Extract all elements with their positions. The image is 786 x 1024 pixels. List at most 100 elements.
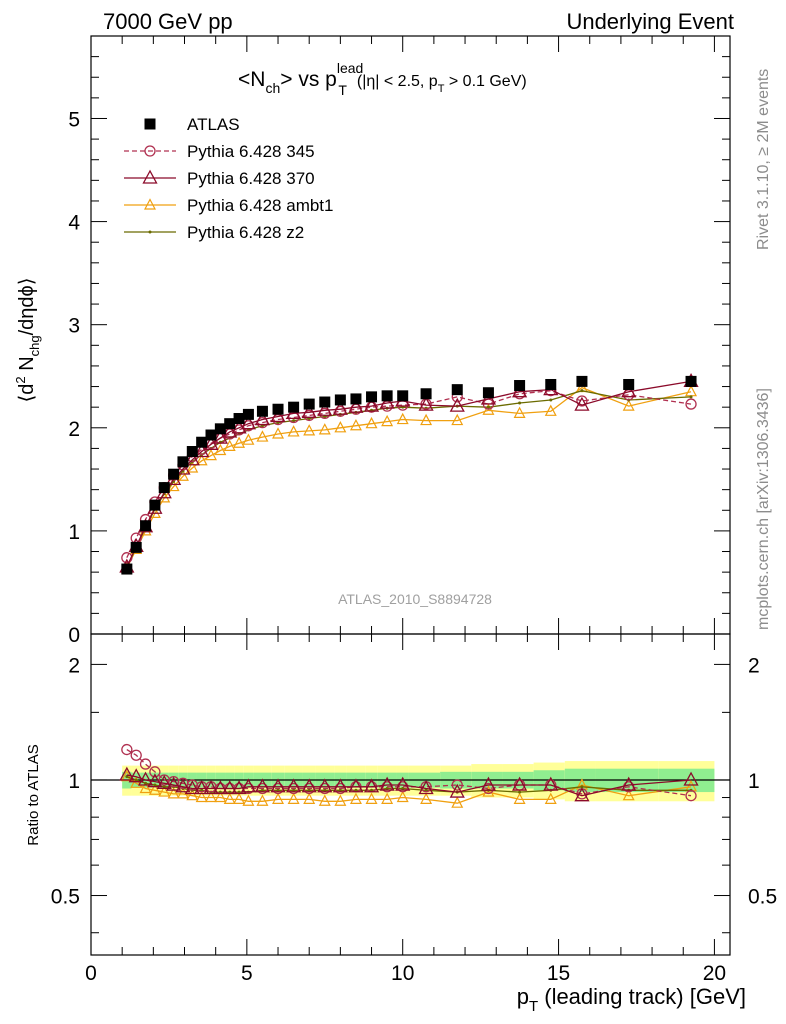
point-atlas — [366, 391, 378, 403]
ratio-point-p370 — [512, 776, 528, 791]
point-ambt1 — [303, 424, 316, 436]
point-atlas — [242, 408, 254, 420]
ratio-point-p370 — [166, 776, 182, 791]
point-atlas — [177, 456, 189, 468]
point-ambt1 — [544, 404, 557, 416]
legend-label-atlas: ATLAS — [187, 115, 240, 134]
point-ambt1 — [365, 416, 378, 429]
ratio-point-ambt1 — [148, 783, 161, 795]
ratio-point-ambt1 — [167, 787, 180, 799]
ratio-point-p370 — [254, 778, 271, 793]
point-p370 — [254, 411, 271, 426]
point-p370 — [194, 443, 210, 458]
point-ambt1 — [685, 384, 698, 397]
point-ambt1 — [287, 425, 300, 437]
ratio-point-z2 — [401, 787, 405, 791]
point-atlas — [451, 384, 463, 396]
ratio-point-p370 — [119, 766, 135, 781]
legend-marker-z2 — [148, 230, 152, 234]
ratio-point-p370 — [621, 776, 637, 791]
y-tick-label-ratio: 1 — [68, 770, 80, 793]
title-cut-b: > 0.1 GeV) — [444, 73, 526, 90]
ratio-point-ambt1 — [318, 794, 331, 806]
ratio-point-ambt1 — [205, 790, 218, 803]
point-ambt1 — [622, 399, 635, 411]
title-sup2: lead — [337, 60, 363, 76]
legend-label-p345: Pythia 6.428 345 — [187, 142, 315, 161]
ratio-point-z2 — [260, 788, 264, 792]
ratio-point-p345 — [130, 749, 142, 761]
point-p370 — [184, 451, 200, 466]
ratio-point-p370 — [184, 780, 200, 795]
point-p370 — [348, 398, 364, 413]
ratio-point-p370 — [212, 780, 228, 795]
y-tick-label-main: 0 — [68, 624, 80, 647]
point-ambt1 — [186, 461, 199, 473]
series-p345 — [121, 385, 697, 564]
point-p345 — [121, 552, 133, 564]
ratio-series — [119, 743, 699, 808]
point-atlas — [482, 387, 494, 399]
ratio-point-ambt1 — [365, 792, 378, 804]
ratio-point-z2 — [200, 788, 204, 792]
mcplots-label: mcplots.cern.ch [arXiv:1306.3436] — [755, 388, 772, 630]
ratio-point-ambt1 — [544, 792, 557, 804]
series-line-z2 — [126, 390, 692, 569]
ratio-point-p370 — [683, 771, 699, 786]
ratio-point-ambt1 — [451, 796, 464, 808]
point-atlas — [186, 446, 198, 458]
ratio-line-p370 — [126, 774, 692, 797]
point-p370 — [317, 401, 333, 416]
legend-marker-ambt1 — [144, 198, 156, 210]
point-p345 — [685, 398, 697, 410]
ratio-point-z2 — [518, 790, 522, 794]
point-atlas — [545, 378, 557, 390]
point-p370 — [240, 415, 257, 430]
series-z2 — [125, 389, 693, 570]
point-atlas — [319, 396, 331, 408]
ratio-point-ambt1 — [482, 785, 495, 797]
title-mid: > vs p — [280, 68, 337, 91]
ratio-point-p370 — [231, 780, 247, 795]
analysis-id: ATLAS_2010_S8894728 — [338, 591, 492, 607]
ratio-point-p345 — [121, 743, 133, 756]
ratio-series-p370 — [119, 766, 699, 802]
point-p370 — [449, 397, 465, 412]
header-right: Underlying Event — [566, 9, 734, 34]
ratio-point-z2 — [323, 788, 327, 792]
point-p370 — [418, 396, 434, 411]
point-atlas — [514, 380, 526, 392]
ratio-point-z2 — [134, 778, 138, 782]
point-ambt1 — [482, 403, 495, 415]
ratio-point-z2 — [354, 788, 358, 792]
point-ambt1 — [242, 433, 255, 445]
title-cut-sub: T — [438, 83, 445, 95]
point-ambt1 — [349, 418, 362, 431]
point-z2 — [689, 395, 693, 399]
point-p370 — [175, 460, 191, 475]
axis-ticks: 0 5 10 15 20 0 1 2 3 4 5 0.5 0.5 1 1 2 2 — [51, 36, 777, 985]
point-atlas — [623, 378, 635, 390]
ratio-point-ambt1 — [622, 788, 635, 801]
point-ambt1 — [451, 413, 464, 426]
ratio-point-ambt1 — [396, 790, 409, 803]
point-p370 — [574, 396, 590, 411]
ratio-point-ambt1 — [381, 792, 394, 804]
ratio-point-p345 — [451, 779, 463, 791]
point-atlas — [685, 375, 697, 387]
ratio-point-p370 — [240, 778, 257, 793]
header-left: 7000 GeV pp — [103, 9, 233, 34]
ratio-point-ambt1 — [158, 785, 171, 797]
title-cut-a: (|η| < 2.5, p — [357, 73, 438, 90]
point-atlas — [130, 541, 142, 553]
ratio-point-ambt1 — [195, 790, 208, 803]
ratio-point-ambt1 — [303, 792, 316, 804]
ratio-point-p370 — [543, 776, 559, 791]
y-tick-label-main: 3 — [68, 315, 80, 338]
main-series — [119, 373, 699, 575]
xlabel: pT (leading track) [GeV] — [517, 984, 746, 1015]
ratio-point-z2 — [307, 788, 311, 792]
ratio-point-ambt1 — [334, 794, 347, 806]
plot-title: <Nch> vs plead T (|η| < 2.5, pT > 0.1 GeV) — [238, 60, 527, 98]
